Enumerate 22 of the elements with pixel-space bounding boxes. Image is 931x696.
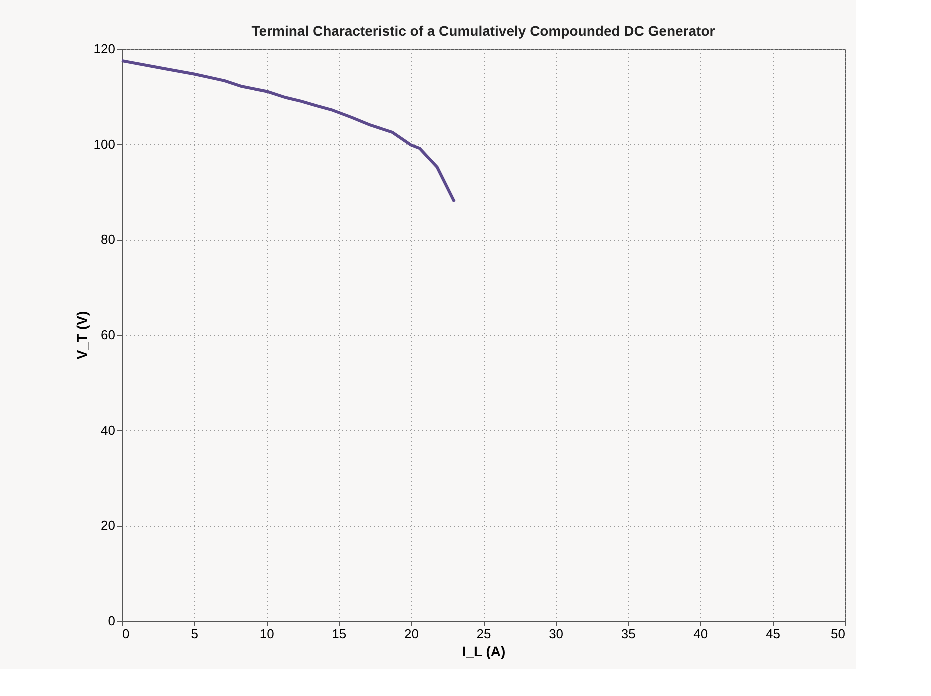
x-axis-title: I_L (A): [462, 644, 506, 660]
chart-title: Terminal Characteristic of a Cumulatively Compounded DC Generator: [252, 23, 716, 39]
line-series: [120, 59, 456, 204]
x-tick-label: 30: [549, 626, 564, 642]
y-tick-label: 120: [94, 42, 116, 56]
x-tick-label: 15: [332, 626, 347, 642]
y-tick-label: 0: [108, 614, 116, 628]
y-tick-label: 80: [101, 232, 116, 248]
x-tick-label: 0: [122, 626, 130, 642]
x-tick-label: 50: [831, 626, 846, 642]
x-tick-label: 35: [621, 626, 636, 642]
x-tick-label: 25: [476, 626, 492, 642]
x-tick-label: 45: [766, 626, 780, 642]
y-tick-label: 20: [101, 518, 116, 534]
x-tick-label: 5: [191, 626, 198, 642]
x-tick-label: 10: [260, 626, 274, 642]
x-tick-label: 40: [694, 626, 708, 642]
y-tick-label: 40: [101, 422, 116, 438]
y-tick-label: 60: [101, 328, 116, 342]
y-tick-label: 100: [94, 136, 116, 152]
y-axis-title: V_T (V): [74, 311, 90, 360]
x-tick-label: 20: [404, 626, 419, 642]
